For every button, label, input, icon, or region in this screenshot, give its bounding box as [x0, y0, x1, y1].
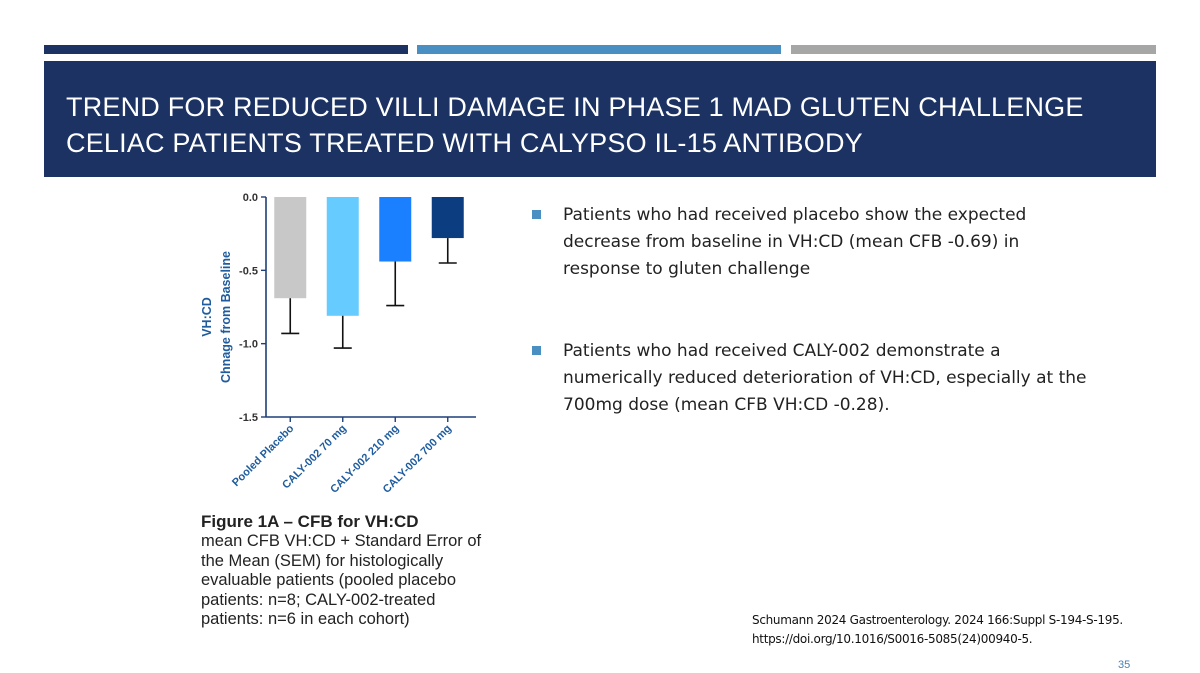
- figure-caption: Figure 1A – CFB for VH:CD mean CFB VH:CD…: [201, 511, 501, 630]
- y-axis-label-secondary: Chnage from Baseline: [219, 251, 233, 383]
- bar: [274, 197, 307, 299]
- bar: [431, 197, 464, 239]
- slide-title: TREND FOR REDUCED VILLI DAMAGE IN PHASE …: [66, 92, 1084, 158]
- figure-caption-title: Figure 1A – CFB for VH:CD: [201, 512, 419, 531]
- title-band: TREND FOR REDUCED VILLI DAMAGE IN PHASE …: [44, 61, 1156, 177]
- chart-bars: [274, 197, 464, 316]
- y-axis-label: VH:CD: [200, 297, 214, 337]
- chart-error-bars: [281, 238, 457, 349]
- y-tick-label: -1.5: [239, 412, 258, 424]
- chart-axes: [265, 197, 476, 418]
- bullet-text: Patients who had received CALY-002 demon…: [563, 341, 1087, 415]
- y-tick-label: -0.5: [239, 265, 258, 277]
- chart-y-ticks: 0.0 -0.5 -1.0 -1.5: [239, 192, 266, 424]
- y-tick-label: -1.0: [239, 339, 258, 351]
- y-tick-label: 0.0: [243, 192, 258, 204]
- top-accent-bar-blue: [417, 45, 781, 54]
- bullet-text: Patients who had received placebo show t…: [563, 205, 1027, 279]
- bar: [379, 197, 412, 262]
- figure-caption-body: mean CFB VH:CD + Standard Error of the M…: [201, 532, 482, 628]
- top-accent-bar-gray: [791, 45, 1156, 54]
- page-number: 35: [1118, 659, 1131, 671]
- top-accent-bar-dark: [44, 45, 408, 54]
- bar: [326, 197, 359, 316]
- square-bullet-icon: [532, 346, 541, 355]
- square-bullet-icon: [532, 210, 541, 219]
- citation-reference: Schumann 2024 Gastroenterology. 2024 166…: [752, 613, 1123, 646]
